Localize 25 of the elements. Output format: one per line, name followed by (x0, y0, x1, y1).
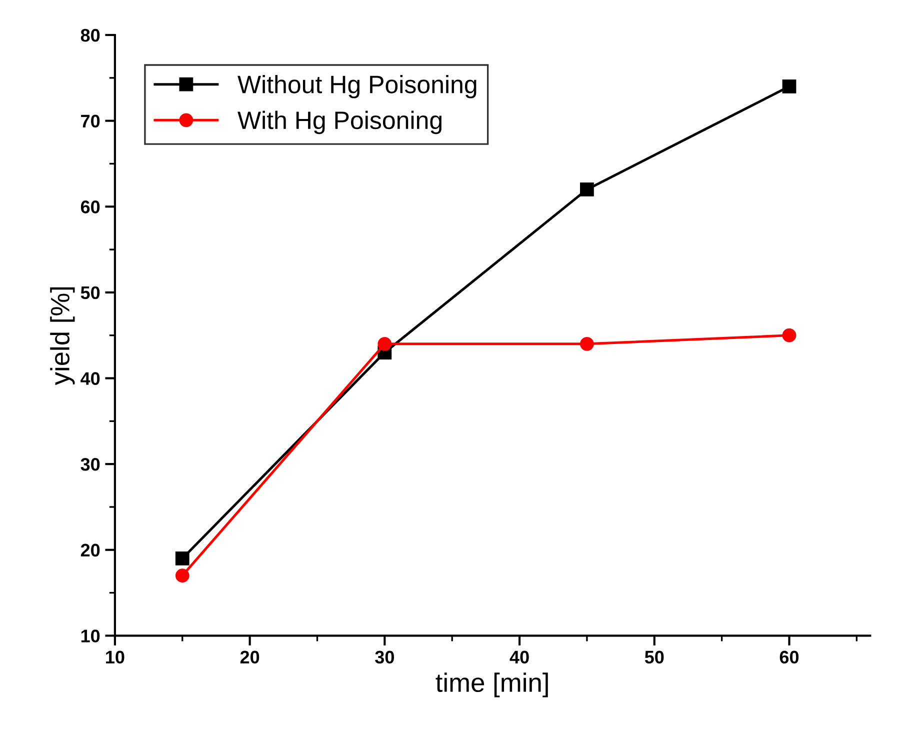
x-axis-title: time [min] (436, 672, 548, 698)
y-axis-title: yield [%] (50, 287, 75, 386)
x-tick-label: 40 (510, 650, 529, 664)
y-tick-label: 80 (80, 28, 100, 42)
legend-label: With Hg Poisoning (238, 110, 442, 134)
point (782, 80, 796, 94)
x-tick-label: 20 (240, 650, 260, 664)
point (580, 336, 594, 351)
y-tick-label: 40 (80, 372, 100, 385)
y-tick-label: 20 (80, 544, 100, 557)
x-tick-label: 50 (644, 650, 664, 664)
x-tick-label: 60 (780, 650, 799, 664)
point (175, 552, 190, 566)
point (782, 328, 796, 342)
point (378, 336, 392, 351)
y-tick-label: 50 (80, 286, 100, 300)
y-tick-label: 70 (81, 114, 100, 128)
x-tick-label: 30 (375, 650, 394, 664)
point (175, 568, 190, 583)
x-tick-label: 10 (106, 650, 124, 664)
y-tick-label: 30 (80, 458, 100, 471)
y-tick-label: 60 (80, 200, 100, 214)
point (580, 182, 594, 196)
y-tick-label: 10 (81, 630, 100, 642)
legend-label: Without Hg Poisoning (238, 74, 476, 98)
